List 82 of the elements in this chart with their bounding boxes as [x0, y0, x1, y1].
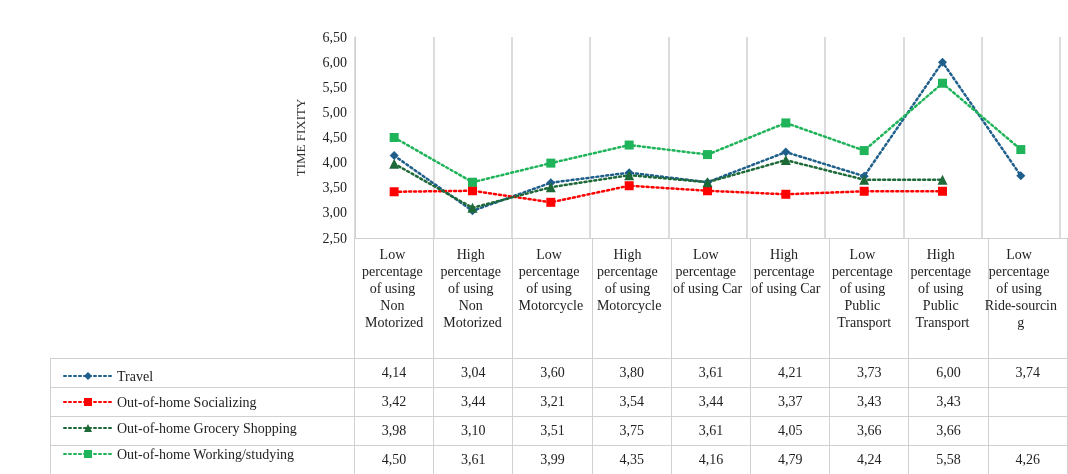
data-label: 3,51	[512, 416, 593, 445]
x-tick-label: Low percentage of using Motorcycle	[518, 247, 584, 313]
data-label: 3,73	[829, 358, 909, 387]
data-label: 3,37	[750, 387, 830, 416]
data-label: 4,05	[750, 416, 830, 445]
point	[781, 147, 791, 157]
y-axis-title: TIME FIXITY	[293, 98, 308, 177]
point	[1016, 145, 1026, 155]
data-label: 4,35	[592, 445, 672, 474]
x-tick-label: Low percentage of using Ride-sourcing	[984, 247, 1057, 330]
x-tick-label: High percentage of using Car	[751, 247, 821, 296]
point	[781, 118, 791, 128]
data-label: 3,42	[354, 387, 434, 416]
data-label: 3,43	[908, 387, 989, 416]
point	[389, 133, 399, 142]
data-label: 3,44	[433, 387, 513, 416]
data-label: 4,50	[354, 445, 434, 474]
x-tick-label: High percentage of using Public Transport	[910, 247, 975, 330]
point	[938, 57, 947, 67]
x-tick-label: High percentage of using Non Motorized	[440, 247, 505, 330]
y-tick-label: 3,50	[322, 180, 347, 196]
data-label: 3,10	[433, 416, 513, 445]
point	[624, 181, 634, 191]
y-tick-label: 5,50	[322, 79, 347, 95]
data-label: 3,54	[592, 387, 672, 416]
y-tick-label: 2,50	[322, 230, 347, 246]
data-label: 3,61	[433, 445, 513, 474]
data-label: 3,60	[512, 358, 593, 387]
point	[859, 146, 869, 156]
point	[389, 158, 400, 169]
data-label: 5,58	[908, 445, 989, 474]
legend-label: Travel	[117, 368, 154, 384]
point	[546, 158, 556, 168]
y-tick-label: 5,00	[322, 104, 347, 120]
legend-label: Out-of-home Grocery Shopping	[117, 420, 297, 436]
point	[938, 78, 947, 88]
data-label: 3,98	[354, 416, 434, 445]
x-tick-label: Low percentage of using Non Motorized	[362, 247, 427, 330]
point	[781, 189, 791, 199]
data-label: 3,74	[988, 358, 1068, 387]
data-label: 6,00	[908, 358, 989, 387]
data-label: 4,14	[354, 358, 434, 387]
x-tick-label: Low percentage of using Public Transport	[832, 247, 897, 330]
data-label: 4,16	[671, 445, 751, 474]
x-tick-label: Low percentage of using Car	[672, 247, 743, 296]
point	[859, 174, 870, 185]
y-tick-label: 3,00	[322, 205, 347, 221]
data-label: 3,43	[829, 387, 909, 416]
data-label: 4,79	[750, 445, 830, 474]
point	[937, 174, 948, 185]
data-label: 3,66	[908, 416, 989, 445]
data-label: 3,61	[671, 358, 751, 387]
data-label: 4,21	[750, 358, 830, 387]
point	[859, 186, 869, 196]
y-tick-label: 6,00	[322, 54, 347, 70]
data-label: 3,21	[512, 387, 593, 416]
point	[468, 177, 477, 187]
data-label: 3,61	[671, 416, 751, 445]
data-label: 3,99	[512, 445, 593, 474]
point	[1016, 171, 1026, 181]
data-label: 3,66	[829, 416, 909, 445]
point	[467, 202, 478, 213]
y-tick-label: 4,50	[322, 130, 347, 145]
legend-label: Out-of-home Working/studying	[117, 446, 295, 462]
point	[389, 151, 399, 161]
point	[546, 197, 556, 207]
legend-label: Out-of-home Socializing	[117, 394, 257, 410]
y-tick-label: 6,50	[322, 29, 347, 45]
y-tick-label: 4,00	[322, 155, 347, 171]
data-label: 3,80	[592, 358, 672, 387]
data-label: 4,26	[988, 445, 1068, 474]
point	[703, 150, 712, 160]
point	[389, 187, 399, 197]
data-label: 3,44	[671, 387, 751, 416]
data-label: 4,24	[829, 445, 909, 474]
point	[938, 186, 947, 196]
point	[780, 155, 791, 166]
data-label: 3,04	[433, 358, 513, 387]
data-label: 3,75	[592, 416, 672, 445]
x-tick-label: High percentage of using Motorcycle	[596, 247, 662, 313]
point	[545, 182, 556, 193]
point	[624, 140, 634, 150]
